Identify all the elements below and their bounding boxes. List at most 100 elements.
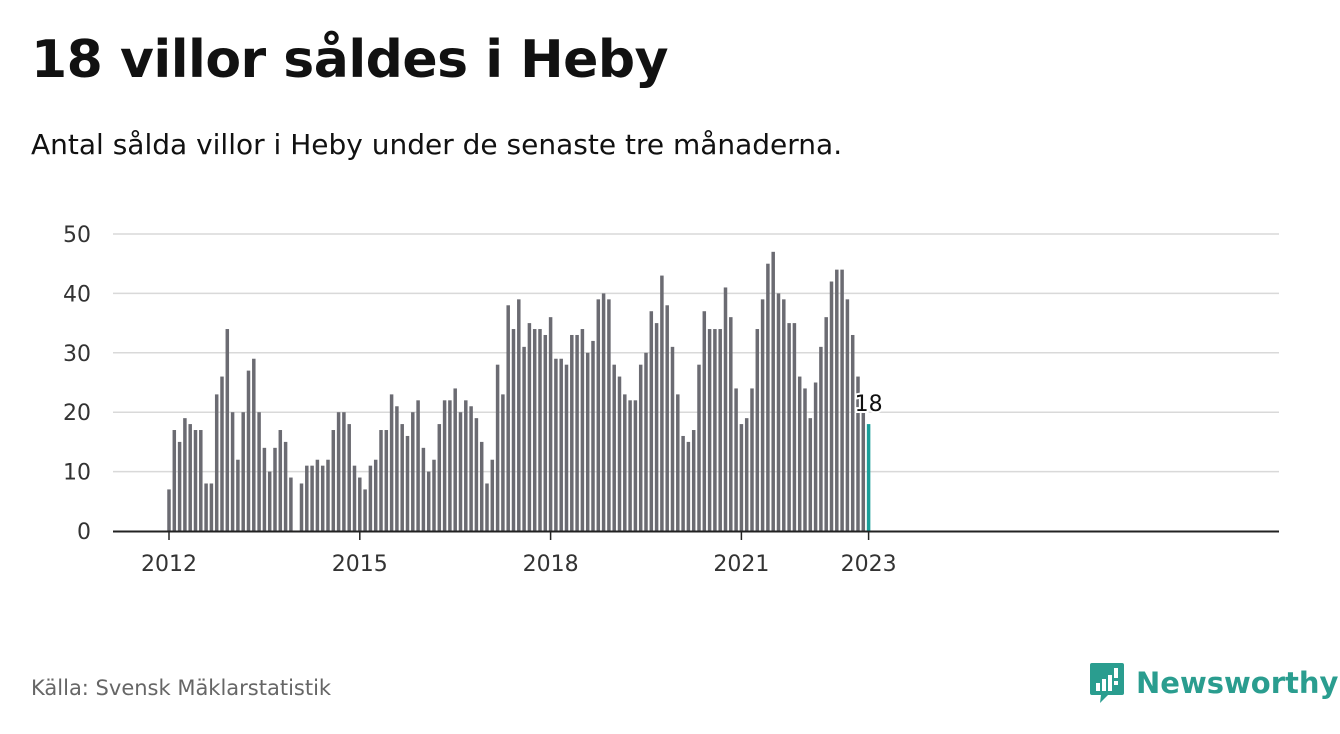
- x-tick-label: 2012: [141, 552, 197, 577]
- bar: [485, 483, 489, 531]
- bar: [543, 334, 548, 531]
- bar: [819, 346, 823, 531]
- bar: [548, 317, 553, 531]
- bar: [835, 269, 839, 531]
- bar: [856, 376, 860, 531]
- bar: [315, 459, 320, 531]
- bar: [347, 424, 351, 531]
- bar: [432, 459, 436, 531]
- bar: [739, 424, 744, 531]
- bar: [241, 412, 245, 531]
- bar: [490, 459, 495, 531]
- bar: [204, 483, 208, 531]
- bar: [585, 352, 590, 531]
- bar: [829, 281, 834, 531]
- bar: [437, 424, 442, 531]
- bar: [808, 418, 813, 531]
- bar: [267, 471, 272, 531]
- bar: [787, 323, 791, 531]
- bar: [532, 329, 537, 531]
- bar: [188, 424, 192, 531]
- bar: [368, 465, 373, 531]
- bar: [448, 400, 452, 531]
- bar: [183, 418, 187, 531]
- bar: [405, 435, 410, 531]
- bar: [628, 400, 632, 531]
- bar: [479, 441, 484, 531]
- bar: [638, 364, 643, 531]
- bar: [283, 441, 288, 531]
- bar: [453, 388, 457, 531]
- x-tick-label: 2015: [332, 552, 388, 577]
- bar: [766, 263, 770, 531]
- bar: [702, 311, 707, 531]
- bar: [199, 430, 203, 531]
- bar: [517, 299, 521, 531]
- bar: [506, 305, 510, 531]
- bar-chart: 0 10 20 30 40 50 2012 2015 2018 2021 2023 18: [63, 223, 1279, 577]
- bar: [273, 447, 277, 531]
- bar: [320, 465, 325, 531]
- bar: [824, 317, 828, 531]
- bar: [193, 430, 198, 531]
- bar: [538, 329, 542, 531]
- y-tick-label: 30: [63, 342, 91, 367]
- source-note: Källa: Svensk Mäklarstatistik: [31, 676, 332, 700]
- bar: [723, 287, 728, 531]
- bar: [469, 406, 473, 531]
- bar: [681, 435, 685, 531]
- bar: [220, 376, 224, 531]
- bar: [262, 447, 267, 531]
- bar: [395, 406, 399, 531]
- bar: [336, 412, 341, 531]
- y-tick-label: 40: [63, 282, 91, 307]
- y-tick-label: 0: [77, 520, 91, 545]
- bar: [474, 418, 479, 531]
- y-axis-ticks: 0 10 20 30 40 50: [63, 223, 91, 545]
- last-bar-value-label: 18: [855, 392, 883, 417]
- gridlines: [113, 233, 1279, 473]
- bar: [591, 340, 595, 531]
- bar: [596, 299, 601, 531]
- bar: [379, 430, 383, 531]
- bar: [803, 388, 807, 531]
- bar: [421, 447, 426, 531]
- bar: [623, 394, 627, 531]
- bar: [305, 465, 309, 531]
- bar: [352, 465, 357, 531]
- bar: [495, 364, 500, 531]
- newsworthy-brand[interactable]: Newsworthy: [1088, 660, 1338, 706]
- bar: [697, 364, 701, 531]
- bar: [177, 441, 182, 531]
- bar-highlighted: [866, 424, 871, 531]
- bar: [755, 329, 760, 531]
- bar: [278, 430, 283, 531]
- bar: [299, 483, 304, 531]
- bar: [230, 412, 235, 531]
- bar: [236, 459, 240, 531]
- bar: [358, 477, 362, 531]
- bar: [426, 471, 431, 531]
- bar: [527, 323, 532, 531]
- bar: [400, 424, 404, 531]
- x-tick-label: 2018: [523, 552, 579, 577]
- bar: [570, 334, 574, 531]
- bar: [522, 346, 526, 531]
- bar: [660, 275, 664, 531]
- bar: [729, 317, 733, 531]
- x-tick-label: 2023: [841, 552, 897, 577]
- bar: [442, 400, 447, 531]
- bar: [713, 329, 717, 531]
- bar: [649, 311, 654, 531]
- bar: [797, 376, 802, 531]
- bar: [554, 358, 558, 531]
- bar: [644, 352, 648, 531]
- bar: [289, 477, 293, 531]
- bar: [670, 346, 675, 531]
- bar: [633, 400, 638, 531]
- bar: [384, 430, 389, 531]
- bars: [167, 251, 871, 531]
- bar: [676, 394, 680, 531]
- bar: [389, 394, 394, 531]
- bar: [782, 299, 786, 531]
